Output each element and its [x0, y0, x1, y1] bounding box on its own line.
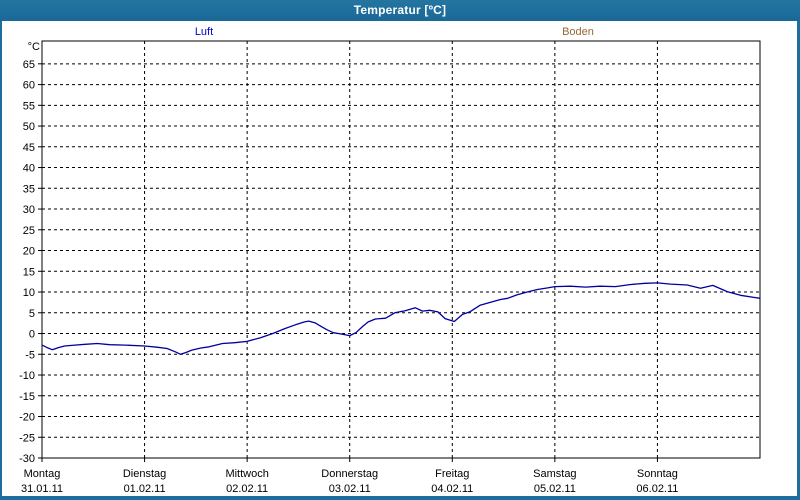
y-tick-label: -25	[19, 432, 35, 444]
y-tick-label: 55	[23, 100, 35, 112]
y-tick-label: -20	[19, 412, 35, 424]
y-axis-unit-label: °C	[28, 41, 40, 53]
x-day-name-label: Montag	[24, 468, 61, 480]
temperature-chart: °C65605550454035302520151050-5-10-15-20-…	[19, 40, 761, 495]
y-tick-label: -10	[19, 370, 35, 382]
x-date-label: 01.02.11	[124, 483, 166, 495]
y-tick-label: -30	[19, 453, 35, 465]
x-date-label: 06.02.11	[636, 483, 678, 495]
y-tick-label: 0	[29, 329, 35, 341]
legend-item-luft: Luft	[194, 26, 214, 38]
y-tick-label: 45	[23, 142, 35, 154]
y-tick-label: 20	[23, 246, 35, 258]
y-tick-label: 10	[23, 287, 35, 299]
x-date-label: 02.02.11	[226, 483, 268, 495]
x-day-name-label: Sonntag	[637, 468, 678, 480]
y-tick-label: 60	[23, 80, 35, 92]
y-tick-label: 15	[23, 266, 35, 278]
chart-panel: Luft Boden °C 65 60 55 50 45 40 35 30 25 20 15 10 5 0-…	[2, 21, 797, 496]
x-day-name-label: Mittwoch	[225, 468, 268, 480]
x-day-name-label: Samstag	[533, 468, 576, 480]
y-tick-label: 40	[23, 163, 35, 175]
x-day-name-label: Donnerstag	[321, 468, 378, 480]
x-day-name-label: Freitag	[435, 468, 469, 480]
y-tick-label: 50	[23, 121, 35, 133]
y-tick-label: 30	[23, 204, 35, 216]
plot-border	[41, 40, 761, 459]
x-day-name-label: Dienstag	[123, 468, 166, 480]
x-date-label: 31.01.11	[21, 483, 63, 495]
y-tick-label: 5	[29, 308, 35, 320]
x-date-label: 03.02.11	[329, 483, 371, 495]
y-tick-label: -15	[19, 391, 35, 403]
y-tick-label: 25	[23, 225, 35, 237]
window-title-bar[interactable]: Temperatur [ºC]	[0, 0, 800, 21]
x-date-label: 04.02.11	[431, 483, 473, 495]
luft-series-line	[41, 282, 761, 355]
y-tick-label: 65	[23, 59, 35, 71]
x-date-label: 05.02.11	[534, 483, 576, 495]
legend-item-boden: Boden	[562, 26, 594, 38]
y-tick-label: 35	[23, 183, 35, 195]
y-tick-label: -5	[25, 349, 35, 361]
window-title: Temperatur [ºC]	[353, 3, 447, 17]
